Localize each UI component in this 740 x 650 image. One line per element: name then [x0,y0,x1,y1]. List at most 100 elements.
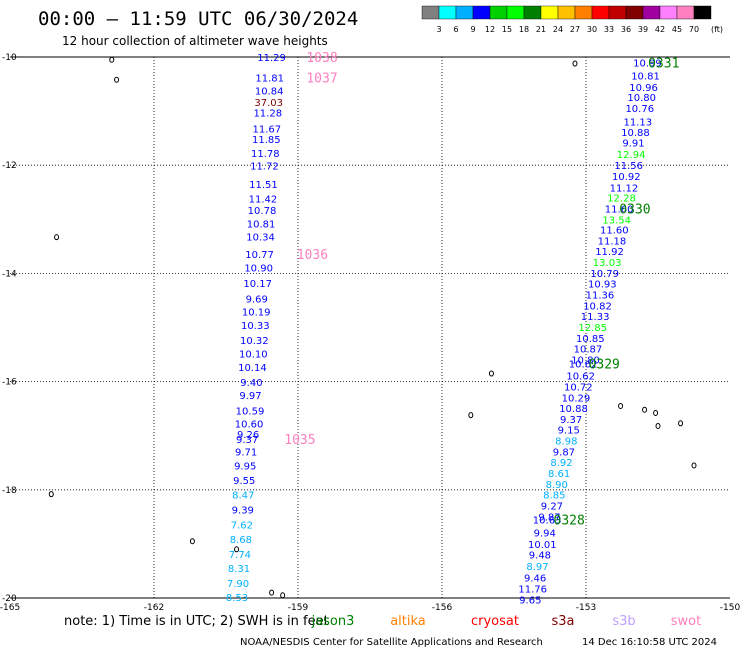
satellite-legend-entry: jason3 [311,614,355,629]
pass-label: 1037 [306,72,337,87]
legend-swatch [438,5,457,20]
satellite-legend-entry: s3a [551,614,574,629]
wave-height-value: 10.77 [245,250,274,261]
wave-height-value: 11.92 [595,247,624,258]
color-legend [421,5,712,20]
island-outline [655,422,661,429]
y-tick-label: -16 [2,378,17,388]
wave-height-value: 10.34 [246,233,275,244]
wave-height-value: 9.48 [529,551,551,562]
island-outline [642,406,648,413]
legend-label: 12 [485,25,495,34]
wave-height-value: 10.88 [621,128,650,139]
island-outline [234,546,240,553]
wave-height-value: 8.53 [226,593,248,604]
wave-height-value: 11.18 [598,236,627,247]
y-tick-label: -18 [2,486,17,496]
wave-height-value: 10.93 [588,280,617,291]
wave-height-value: 13.54 [602,215,631,226]
wave-height-value: 9.40 [240,378,262,389]
chart-subtitle: 12 hour collection of altimeter wave hei… [62,34,328,48]
island-outline [572,60,578,67]
legend-label: 9 [470,25,475,34]
legend-label: 36 [621,25,631,34]
legend-label: 24 [553,25,563,34]
y-tick-label: -12 [2,161,17,171]
wave-height-value: 8.92 [550,458,572,469]
legend-label: 27 [570,25,580,34]
wave-height-value: 7.90 [227,579,249,590]
legend-label: 15 [502,25,512,34]
wave-height-value: 11.56 [614,161,643,172]
legend-swatch [676,5,695,20]
wave-height-value: 11.72 [250,162,279,173]
wave-height-value: 8.47 [232,491,254,502]
legend-swatch [608,5,627,20]
wave-height-value: 9.97 [239,391,261,402]
legend-label: 3 [436,25,441,34]
wave-height-value: 9.69 [246,294,268,305]
wave-height-value: 11.60 [600,226,629,237]
wave-height-value: 10.33 [241,321,270,332]
wave-height-value: 8.31 [228,564,250,575]
wave-height-value: 10.79 [590,269,619,280]
island-outline [488,370,494,377]
island-outline [109,56,115,63]
island-outline [269,589,275,596]
footer-credit: NOAA/NESDIS Center for Satellite Applica… [240,637,543,648]
y-tick-label: -20 [2,594,17,604]
wave-height-value: 9.87 [553,447,575,458]
island-outlines [48,56,697,599]
wave-height-value: 13.03 [593,258,622,269]
wave-height-value: 10.81 [631,71,660,82]
wave-height-value: 37.03 [254,98,283,109]
legend-swatch [472,5,491,20]
wave-height-value: 10.90 [244,263,273,274]
pass-label: 1036 [297,248,328,263]
wave-height-value: 9.87 [538,512,560,523]
legend-swatch [574,5,593,20]
legend-label: 70 [689,25,699,34]
wave-height-value: 10.78 [248,206,277,217]
pass-number-labels: 1038 1037 1036 1035 0331 0330 0329 0328 [284,51,679,529]
wave-height-value: 11.78 [251,149,280,160]
x-tick-label: -165 [0,603,20,613]
wave-height-value: 9.37 [236,435,258,446]
wave-height-value: 10.81 [247,220,276,231]
wave-height-value: 11.28 [253,109,282,120]
wave-height-value: 9.71 [235,447,257,458]
wave-height-value: 11.85 [252,135,281,146]
pass-label: 0330 [619,202,650,217]
satellite-legend-entry: swot [671,614,701,629]
wave-height-value: 10.32 [240,336,269,347]
wave-height-value: 10.82 [583,301,612,312]
legend-swatch [642,5,661,20]
legend-swatch [421,5,440,20]
color-legend-labels: 3 6 9 12 15 18 21 24 27 30 33 36 39 42 45 70 [436,25,699,34]
wave-height-value: 8.85 [543,491,565,502]
wave-height-value: 11.76 [518,584,547,595]
wave-height-value: 10.01 [528,540,557,551]
legend-unit: (ft) [711,25,723,34]
legend-swatch [557,5,576,20]
chart-title: 00:00 — 11:59 UTC 06/30/2024 [38,8,358,30]
legend-label: 39 [638,25,648,34]
legend-label: 42 [655,25,665,34]
x-tick-label: -150 [720,603,740,613]
wave-height-value: 10.62 [569,360,598,371]
island-outline [189,538,195,545]
wave-height-value: 10.87 [574,345,603,356]
axis-tick-labels: -165 -162 -159 -156 -153 -150 -10 -12 -14 -16 -18 -… [0,53,740,613]
wave-height-value: 9.95 [234,461,256,472]
wave-height-value: 10.96 [629,83,658,94]
island-outline [691,462,697,469]
wave-height-value: 12.28 [607,194,636,205]
wave-height-value: 10.76 [625,104,654,115]
island-outline [54,234,60,241]
legend-swatch [489,5,508,20]
wave-height-value: 12.85 [578,323,607,334]
satellite-legend-entry: cryosat [471,614,519,629]
legend-swatch [591,5,610,20]
footer-note: note: 1) Time is in UTC; 2) SWH is in fe… [64,614,329,629]
legend-label: 21 [536,25,546,34]
